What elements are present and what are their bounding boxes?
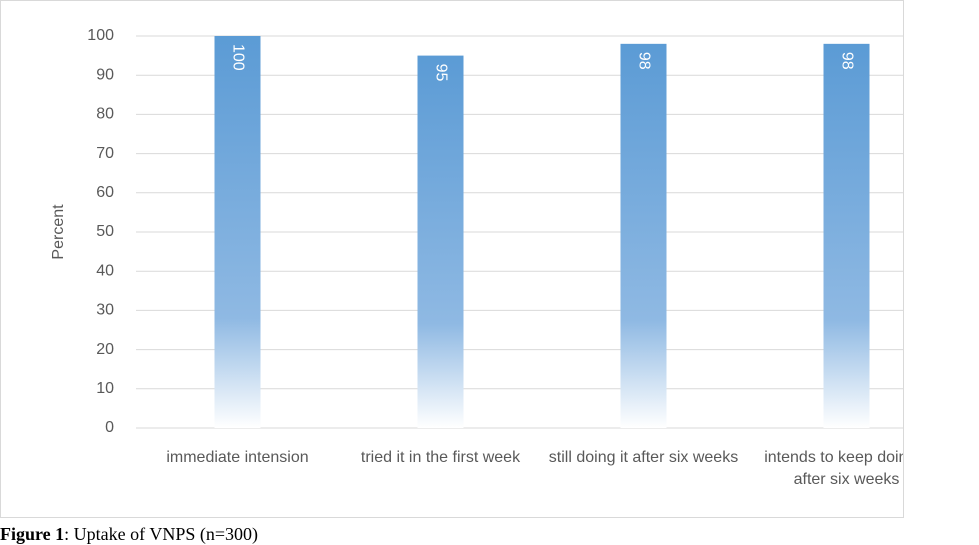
y-tick-label: 30 xyxy=(96,302,114,319)
caption: Figure 1: Uptake of VNPS (n=300) xyxy=(0,524,258,545)
caption-label: Figure 1 xyxy=(0,524,65,544)
y-tick-label: 60 xyxy=(96,184,114,201)
y-tick-label: 20 xyxy=(96,341,114,358)
y-tick-label: 80 xyxy=(96,106,114,123)
value-label: 100 xyxy=(229,44,246,71)
x-tick-label: immediate intension xyxy=(166,449,309,466)
y-axis-label: Percent xyxy=(50,204,67,260)
x-tick-label: tried it in the first week xyxy=(360,449,521,466)
x-tick-label: intends to keep doing it after six weeks xyxy=(764,449,903,488)
y-tick-label: 50 xyxy=(96,223,114,240)
bar xyxy=(417,55,464,428)
x-tick-label: still doing it after six weeks xyxy=(548,449,739,466)
y-tick-label: 100 xyxy=(87,27,114,44)
value-label: 95 xyxy=(432,64,449,82)
y-tick-label: 40 xyxy=(96,262,114,279)
bar xyxy=(620,43,667,429)
y-tick-label: 0 xyxy=(105,419,114,436)
caption-text: : Uptake of VNPS (n=300) xyxy=(64,524,258,544)
value-label: 98 xyxy=(635,52,652,70)
y-tick-label: 10 xyxy=(96,380,114,397)
bar xyxy=(823,43,870,429)
chart: Percent 0 10 20 30 40 50 60 70 80 90 100 100 95 98 98 xyxy=(50,27,903,436)
y-tick-label: 90 xyxy=(96,66,114,83)
value-label: 98 xyxy=(838,52,855,70)
y-tick-label: 70 xyxy=(96,145,114,162)
bar xyxy=(214,36,261,428)
chart-frame: Percent 0 10 20 30 40 50 60 70 80 90 100 100 95 98 98 … xyxy=(0,0,904,518)
